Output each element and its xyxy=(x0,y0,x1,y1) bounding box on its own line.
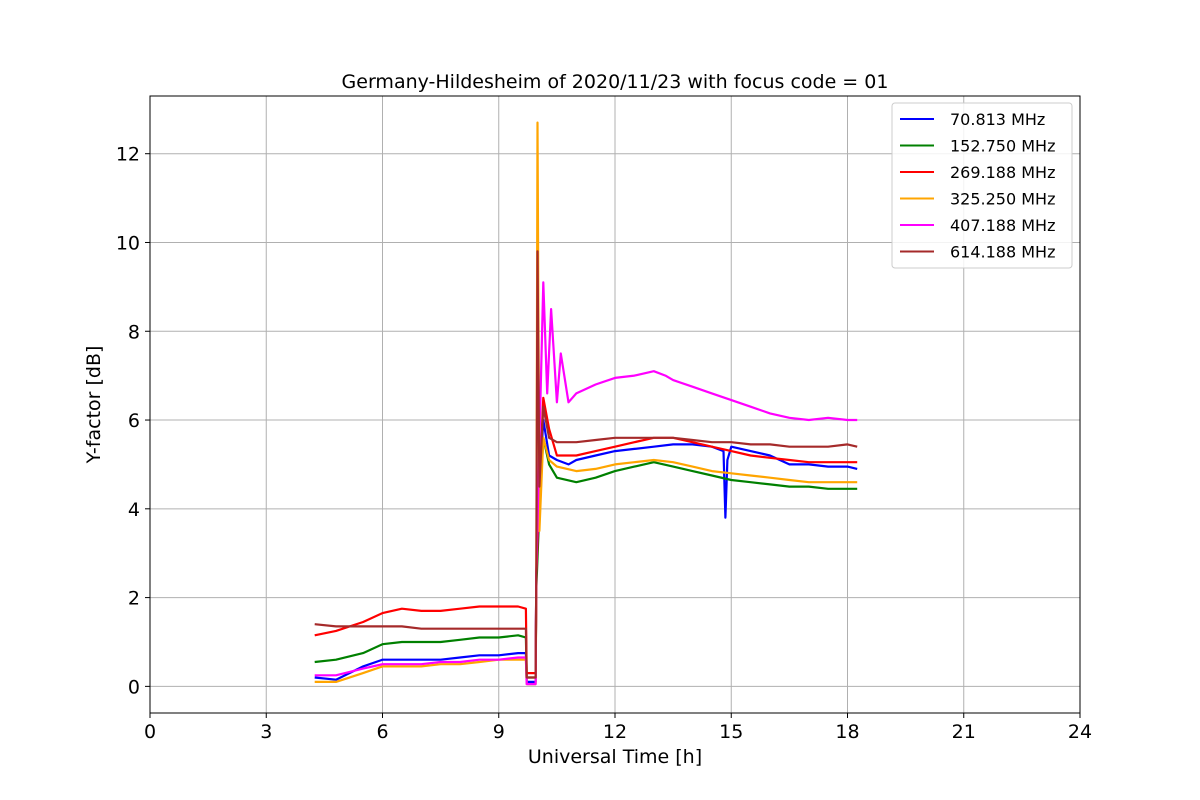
grid-lines xyxy=(150,96,1080,713)
x-tick-label: 9 xyxy=(493,721,505,743)
x-tick-label: 12 xyxy=(603,721,627,743)
legend-label: 407.188 MHz xyxy=(950,216,1055,235)
series-line xyxy=(314,281,858,686)
legend-label: 269.188 MHz xyxy=(950,163,1055,182)
legend: 70.813 MHz 152.750 MHz 269.188 MHz 325.250 … xyxy=(891,102,1073,269)
x-tick-label: 15 xyxy=(719,721,743,743)
legend-label: 70.813 MHz xyxy=(950,110,1045,129)
series-line xyxy=(314,250,858,679)
legend-box xyxy=(891,102,1073,269)
y-tick-label: 8 xyxy=(128,321,140,343)
x-tick-label: 24 xyxy=(1068,721,1092,743)
series-line xyxy=(314,418,858,684)
legend-label: 614.188 MHz xyxy=(950,243,1055,262)
y-tick-label: 2 xyxy=(128,588,140,610)
chart-title: Germany-Hildesheim of 2020/11/23 with fo… xyxy=(342,71,889,93)
y-tick-label: 4 xyxy=(128,499,140,521)
series-line xyxy=(314,121,858,686)
series-line xyxy=(314,396,858,675)
series-layer xyxy=(314,121,858,686)
y-tick-label: 12 xyxy=(116,144,140,166)
y-tick-label: 6 xyxy=(128,410,140,432)
x-tick-label: 21 xyxy=(952,721,976,743)
x-axis-label: Universal Time [h] xyxy=(528,746,702,768)
x-tick-label: 18 xyxy=(835,721,859,743)
series-line xyxy=(314,436,858,679)
legend-label: 152.750 MHz xyxy=(950,137,1055,156)
legend-label: 325.250 MHz xyxy=(950,190,1055,209)
y-axis-label: Y-factor [dB] xyxy=(83,346,105,465)
y-tick-label: 0 xyxy=(128,676,140,698)
y-tick-label: 10 xyxy=(116,232,140,254)
x-tick-label: 0 xyxy=(144,721,156,743)
x-tick-label: 3 xyxy=(260,721,272,743)
x-tick-label: 6 xyxy=(376,721,388,743)
